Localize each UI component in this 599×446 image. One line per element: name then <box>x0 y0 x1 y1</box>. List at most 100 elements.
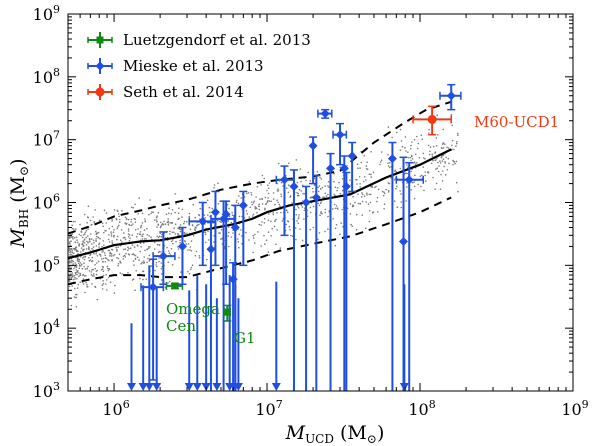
background-point <box>444 174 447 176</box>
background-point <box>85 229 88 232</box>
background-point <box>339 192 342 195</box>
background-point <box>280 211 282 214</box>
background-point <box>133 253 135 256</box>
background-point <box>359 167 361 169</box>
y-axis-label: MBH (M⊙) <box>7 158 31 248</box>
background-point <box>156 235 158 238</box>
background-point <box>87 205 90 207</box>
mieske-point-marker <box>404 175 414 185</box>
background-point <box>78 243 81 245</box>
background-point <box>267 219 270 221</box>
background-point <box>69 251 71 254</box>
background-point <box>88 238 91 241</box>
background-point <box>158 235 161 238</box>
background-point <box>95 238 97 240</box>
background-point <box>75 266 78 269</box>
background-point <box>405 150 407 152</box>
background-point <box>161 224 163 226</box>
background-point <box>240 197 242 199</box>
mieske-point-marker <box>198 216 208 226</box>
background-point <box>228 245 230 248</box>
background-point <box>139 231 142 233</box>
background-point <box>372 171 375 174</box>
background-point <box>90 273 93 276</box>
background-point <box>365 168 368 170</box>
background-point <box>172 242 174 245</box>
background-point <box>413 138 416 141</box>
background-point <box>144 220 146 223</box>
background-point <box>307 171 310 174</box>
background-point <box>207 239 210 241</box>
background-point <box>270 220 272 223</box>
background-point <box>136 256 139 259</box>
background-point <box>432 145 435 148</box>
background-point <box>107 276 110 279</box>
background-point <box>324 208 327 211</box>
background-point <box>379 161 382 163</box>
background-point <box>119 272 122 274</box>
background-point <box>127 246 129 248</box>
mieske-point-marker <box>289 181 299 191</box>
background-point <box>191 224 194 227</box>
background-point <box>186 220 188 223</box>
background-point <box>327 193 329 196</box>
background-point <box>439 188 442 190</box>
mieske-point-marker <box>320 109 330 119</box>
background-point <box>349 213 352 215</box>
background-point <box>68 268 70 271</box>
background-point <box>118 221 121 223</box>
background-point <box>75 296 77 299</box>
background-point <box>74 247 77 250</box>
background-point <box>457 190 459 193</box>
background-point <box>255 206 257 209</box>
background-point <box>89 219 92 222</box>
background-point <box>104 261 107 263</box>
background-point <box>303 209 306 212</box>
background-point <box>404 146 406 149</box>
background-point <box>111 220 113 222</box>
background-point <box>264 207 266 210</box>
background-point <box>101 265 104 268</box>
background-point <box>442 147 445 149</box>
background-point <box>102 225 104 228</box>
background-point <box>357 193 359 195</box>
background-point <box>80 234 82 237</box>
background-point <box>440 147 443 149</box>
background-point <box>84 268 87 270</box>
background-point <box>418 157 421 159</box>
background-point <box>187 243 190 245</box>
background-point <box>74 273 77 275</box>
mieske-point-marker <box>311 193 321 203</box>
background-point <box>81 267 84 270</box>
background-point <box>334 227 337 230</box>
background-point <box>309 228 312 231</box>
background-point <box>106 265 109 268</box>
background-point <box>96 298 99 301</box>
background-point <box>79 255 82 258</box>
background-point <box>87 265 89 268</box>
background-point <box>139 277 141 280</box>
background-point <box>180 271 182 273</box>
background-point <box>311 187 314 190</box>
background-point <box>441 154 444 157</box>
background-point <box>97 260 100 263</box>
background-point <box>103 244 105 246</box>
background-point <box>95 270 98 273</box>
background-point <box>141 235 144 237</box>
background-point <box>365 165 368 167</box>
mieske-upper-limit-arrow <box>212 383 222 391</box>
background-point <box>127 249 129 252</box>
background-point <box>194 254 197 257</box>
background-point <box>213 187 215 189</box>
background-point <box>204 231 207 234</box>
background-point <box>417 142 420 145</box>
background-point <box>410 144 412 147</box>
background-point <box>140 226 142 229</box>
background-point <box>245 210 248 212</box>
background-point <box>117 213 120 215</box>
background-point <box>72 247 75 250</box>
background-point <box>406 164 408 166</box>
background-point <box>220 238 222 240</box>
background-point <box>143 260 145 262</box>
mieske-upper-limit-arrow <box>138 383 148 391</box>
